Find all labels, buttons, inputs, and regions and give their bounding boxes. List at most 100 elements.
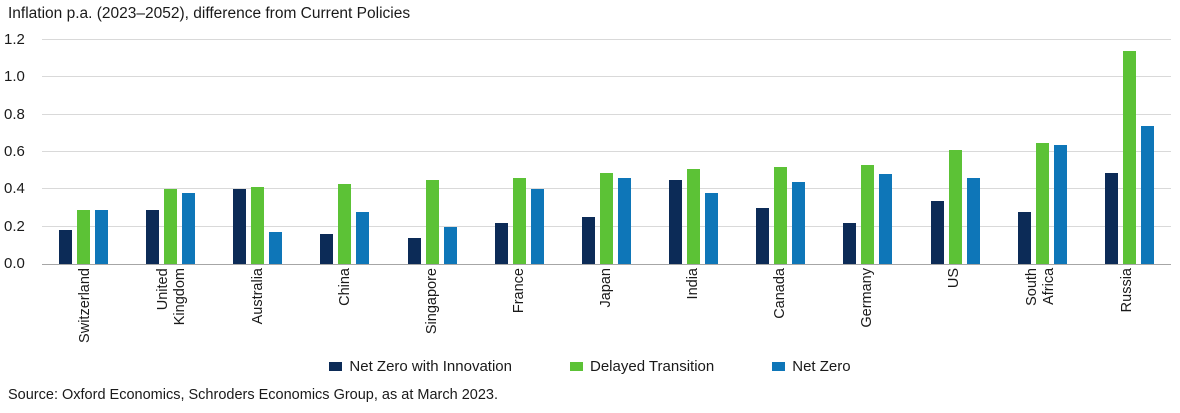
bar-net-zero-with-innovation [233, 189, 247, 264]
bar-net-zero-with-innovation [581, 217, 595, 264]
bar-delayed-transition [425, 180, 439, 264]
bar-group-us [930, 40, 980, 264]
bar-net-zero-with-innovation [756, 208, 770, 264]
bar-net-zero [95, 209, 108, 264]
bar-net-zero-with-innovation [146, 209, 160, 264]
x-tick-russia: Russia [1102, 268, 1154, 360]
x-tick-germany: Germany [841, 268, 893, 360]
bar-net-zero [617, 178, 631, 264]
x-tick-label: Germany [858, 268, 875, 328]
plot-area [42, 39, 1171, 265]
y-tick-label: 0.0 [4, 255, 25, 272]
bar-delayed-transition [512, 178, 526, 264]
bar-net-zero [269, 232, 283, 264]
x-axis-labels: Switzerland United Kingdom Australia China S… [42, 268, 1171, 360]
x-tick-canada: Canada [754, 268, 806, 360]
bar-group-china [320, 40, 370, 264]
bar-group-australia [233, 40, 283, 264]
legend: Net Zero with Innovation Delayed Transiti… [0, 358, 1180, 375]
gridline [42, 151, 1171, 152]
bar-groups [42, 40, 1171, 264]
bar-delayed-transition [77, 209, 90, 264]
bar-group-france [494, 40, 544, 264]
legend-item-net-zero: Net Zero [772, 358, 851, 375]
x-tick-france: France [494, 268, 546, 360]
bar-net-zero-with-innovation [59, 230, 72, 264]
x-tick-australia: Australia [233, 268, 285, 360]
x-tick-label: United Kingdom [154, 268, 188, 326]
bar-delayed-transition [1122, 51, 1136, 264]
bar-net-zero [182, 193, 196, 264]
bar-net-zero-with-innovation [930, 200, 944, 264]
x-tick-south-africa: South Africa [1015, 268, 1067, 360]
legend-swatch-icon [570, 362, 583, 371]
bar-delayed-transition [599, 172, 613, 264]
bar-net-zero [879, 174, 893, 264]
legend-label: Net Zero with Innovation [349, 358, 512, 375]
x-axis-line [42, 264, 1171, 265]
x-tick-label: Japan [597, 268, 614, 308]
x-tick-label: Switzerland [76, 268, 93, 343]
legend-item-delayed-transition: Delayed Transition [570, 358, 714, 375]
bar-delayed-transition [164, 189, 178, 264]
source-note: Source: Oxford Economics, Schroders Econ… [8, 387, 498, 403]
bar-group-south-africa [1017, 40, 1067, 264]
x-tick-label: China [337, 268, 354, 306]
x-tick-label: US [945, 268, 962, 289]
bar-net-zero-with-innovation [407, 237, 421, 264]
y-tick-label: 0.8 [4, 105, 25, 123]
x-tick-us: US [928, 268, 980, 360]
y-tick-label: 0.6 [4, 143, 25, 160]
x-tick-label: Australia [250, 268, 267, 325]
bar-group-india [669, 40, 719, 264]
x-tick-china: China [320, 268, 372, 360]
y-tick-label: 1.0 [4, 68, 25, 86]
x-tick-singapore: Singapore [407, 268, 459, 360]
bar-delayed-transition [687, 168, 701, 264]
x-tick-label: Singapore [424, 268, 441, 335]
x-tick-label: Russia [1119, 268, 1136, 313]
bar-delayed-transition [948, 150, 962, 264]
bar-net-zero-with-innovation [1017, 211, 1031, 264]
bar-net-zero [792, 181, 806, 264]
bar-net-zero [1053, 144, 1067, 264]
bar-group-united-kingdom [146, 40, 196, 264]
bar-net-zero-with-innovation [494, 222, 508, 264]
bar-delayed-transition [861, 165, 875, 264]
x-tick-label: South Africa [1023, 268, 1057, 306]
legend-swatch-icon [329, 362, 343, 371]
bar-group-switzerland [59, 40, 108, 264]
bar-net-zero [705, 193, 719, 264]
legend-item-net-zero-with-innovation: Net Zero with Innovation [329, 358, 512, 375]
x-tick-japan: Japan [580, 268, 632, 360]
y-tick-label: 0.4 [4, 180, 25, 198]
bar-net-zero [966, 178, 980, 264]
bar-group-germany [843, 40, 893, 264]
bar-group-singapore [407, 40, 457, 264]
y-tick-label: 0.2 [4, 217, 25, 235]
bar-net-zero-with-innovation [843, 222, 857, 264]
bar-net-zero [530, 189, 544, 264]
x-tick-label: Canada [771, 268, 788, 319]
x-tick-united-kingdom: United Kingdom [146, 268, 198, 360]
y-tick-label: 1.2 [4, 31, 25, 48]
legend-swatch-icon [772, 362, 786, 371]
x-tick-label: France [511, 268, 528, 314]
bar-net-zero [443, 226, 457, 264]
bar-delayed-transition [774, 166, 788, 264]
bar-net-zero-with-innovation [320, 234, 334, 264]
legend-label: Net Zero [792, 358, 851, 375]
bar-delayed-transition [1035, 142, 1049, 264]
x-tick-label: India [684, 268, 701, 300]
bar-delayed-transition [338, 183, 352, 264]
legend-label: Delayed Transition [590, 358, 715, 375]
bar-net-zero [356, 211, 370, 264]
bar-delayed-transition [251, 187, 265, 264]
x-tick-india: India [667, 268, 719, 360]
bar-group-canada [756, 40, 806, 264]
bar-group-russia [1104, 40, 1154, 264]
bar-net-zero [1140, 125, 1154, 264]
bar-net-zero-with-innovation [1104, 172, 1118, 264]
gridline [42, 39, 1171, 40]
gridline [42, 113, 1171, 115]
